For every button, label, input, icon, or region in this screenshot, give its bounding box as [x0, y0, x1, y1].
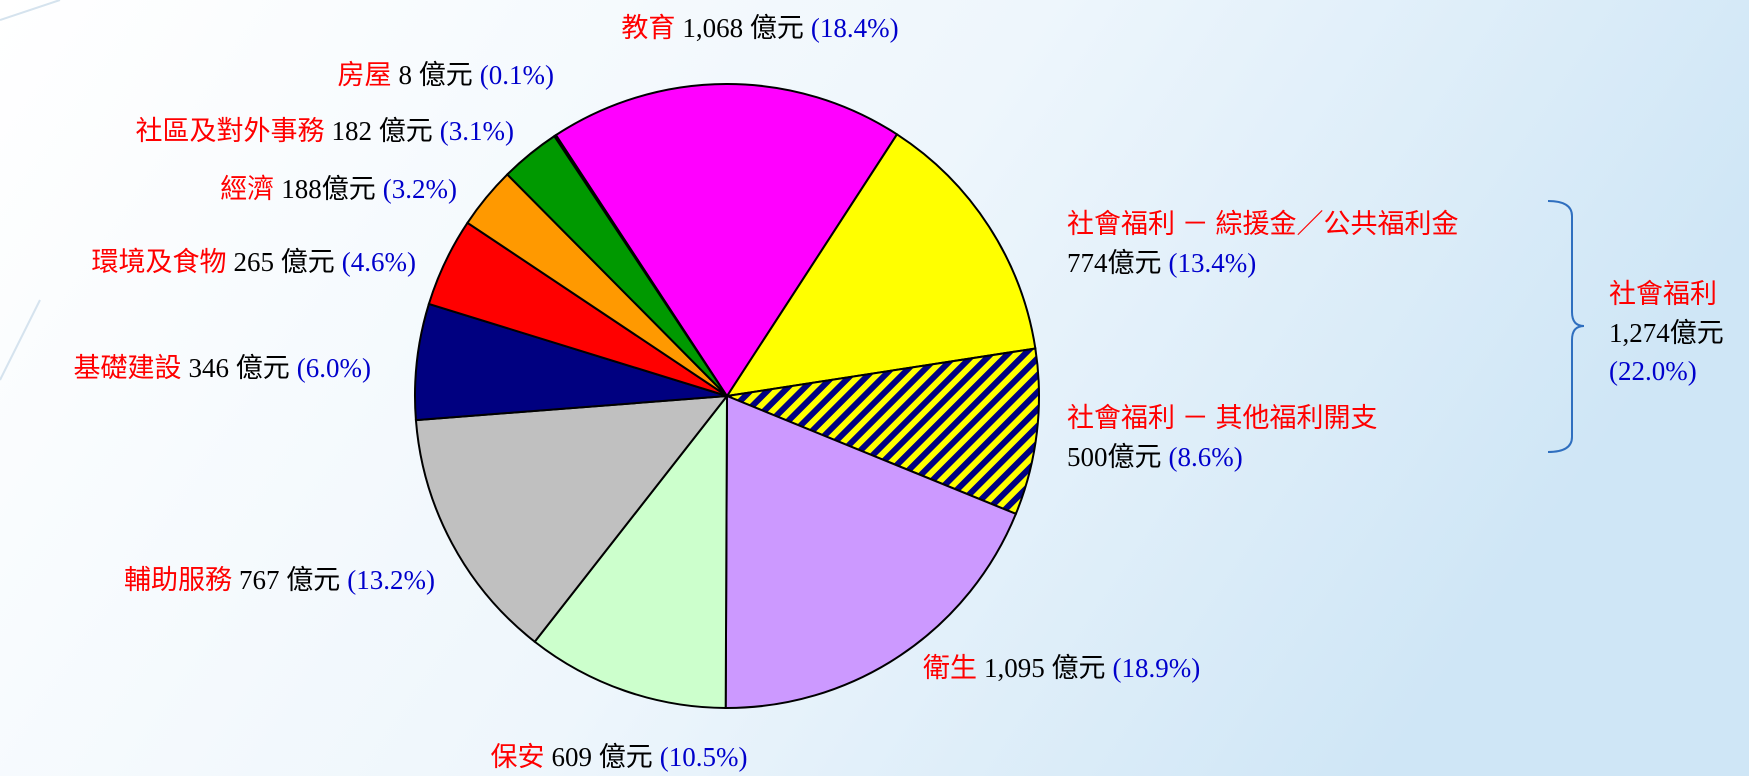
- slice-percent: (13.4%): [1169, 248, 1257, 278]
- slice-name: 社會福利 － 綜援金／公共福利金: [1067, 209, 1459, 239]
- slice-amount: 188億元: [281, 174, 376, 204]
- slice-percent: (0.1%): [480, 60, 554, 90]
- pie-slice: [724, 132, 1037, 398]
- annotation-label: 社會福利: [1609, 279, 1717, 309]
- slice-label: 基礎建設 346 億元 (6.0%): [74, 353, 371, 383]
- slice-name: 經濟: [220, 174, 274, 204]
- slice-amount: 1,068 億元: [682, 13, 804, 43]
- pie-slice: [414, 394, 730, 644]
- slice-label: 教育 1,068 億元 (18.4%): [621, 13, 898, 43]
- bracket: [1547, 200, 1585, 453]
- slice-amount: 1,095 億元: [984, 653, 1106, 683]
- annotation-amount: 1,274億元: [1609, 318, 1724, 348]
- slice-amount: 500億元: [1067, 442, 1162, 472]
- slice-name: 房屋: [338, 60, 392, 90]
- slice-percent: (13.2%): [347, 565, 435, 595]
- slice-percent: (4.6%): [342, 247, 416, 277]
- slice-label: 輔助服務 767 億元 (13.2%): [124, 565, 435, 595]
- slice-label: 500億元 (8.6%): [1067, 442, 1243, 472]
- slice-percent: (10.5%): [660, 742, 748, 772]
- slice-name: 社區及對外事務: [136, 116, 325, 146]
- slice-percent: (3.1%): [440, 116, 514, 146]
- slice-percent: (3.2%): [383, 174, 457, 204]
- slice-label: 774億元 (13.4%): [1067, 248, 1256, 278]
- slice-percent: (18.4%): [811, 13, 899, 43]
- slice-label: 社會福利 － 其他福利開支: [1067, 403, 1378, 433]
- slice-name: 教育: [621, 13, 675, 43]
- slice-amount: 265 億元: [234, 247, 335, 277]
- pie-slice: [554, 83, 899, 398]
- slice-name: 衛生: [923, 653, 977, 683]
- slice-name: 社會福利 － 其他福利開支: [1067, 403, 1378, 433]
- slice-amount: 609 億元: [552, 742, 653, 772]
- slice-label: 環境及食物 265 億元 (4.6%): [92, 247, 416, 277]
- slice-amount: 346 億元: [189, 353, 290, 383]
- slice-amount: 774億元: [1067, 248, 1162, 278]
- slice-percent: (18.9%): [1113, 653, 1201, 683]
- slice-amount: 767 億元: [239, 565, 340, 595]
- pie: [414, 83, 1040, 710]
- pie-slice: [533, 393, 729, 710]
- slice-label: 社區及對外事務 182 億元 (3.1%): [136, 116, 514, 146]
- slice-name: 基礎建設: [74, 353, 182, 383]
- pie-slice: [723, 347, 1040, 516]
- slice-label: 保安 609 億元 (10.5%): [491, 742, 748, 772]
- slice-amount: 182 億元: [332, 116, 433, 146]
- slice-label: 房屋 8 億元 (0.1%): [338, 60, 554, 90]
- slice-percent: (6.0%): [297, 353, 371, 383]
- pie-slice: [724, 394, 1018, 709]
- slice-label: 衛生 1,095 億元 (18.9%): [923, 653, 1200, 683]
- decoration: [0, 0, 61, 381]
- slice-amount: 8 億元: [399, 60, 473, 90]
- slice-label: 社會福利 － 綜援金／公共福利金: [1067, 209, 1459, 239]
- slice-name: 環境及食物: [92, 247, 227, 277]
- annotation-percent: (22.0%): [1609, 356, 1697, 386]
- slice-name: 輔助服務: [124, 565, 232, 595]
- slice-name: 保安: [491, 742, 545, 772]
- slice-percent: (8.6%): [1169, 442, 1243, 472]
- slice-label: 經濟 188億元 (3.2%): [220, 174, 457, 204]
